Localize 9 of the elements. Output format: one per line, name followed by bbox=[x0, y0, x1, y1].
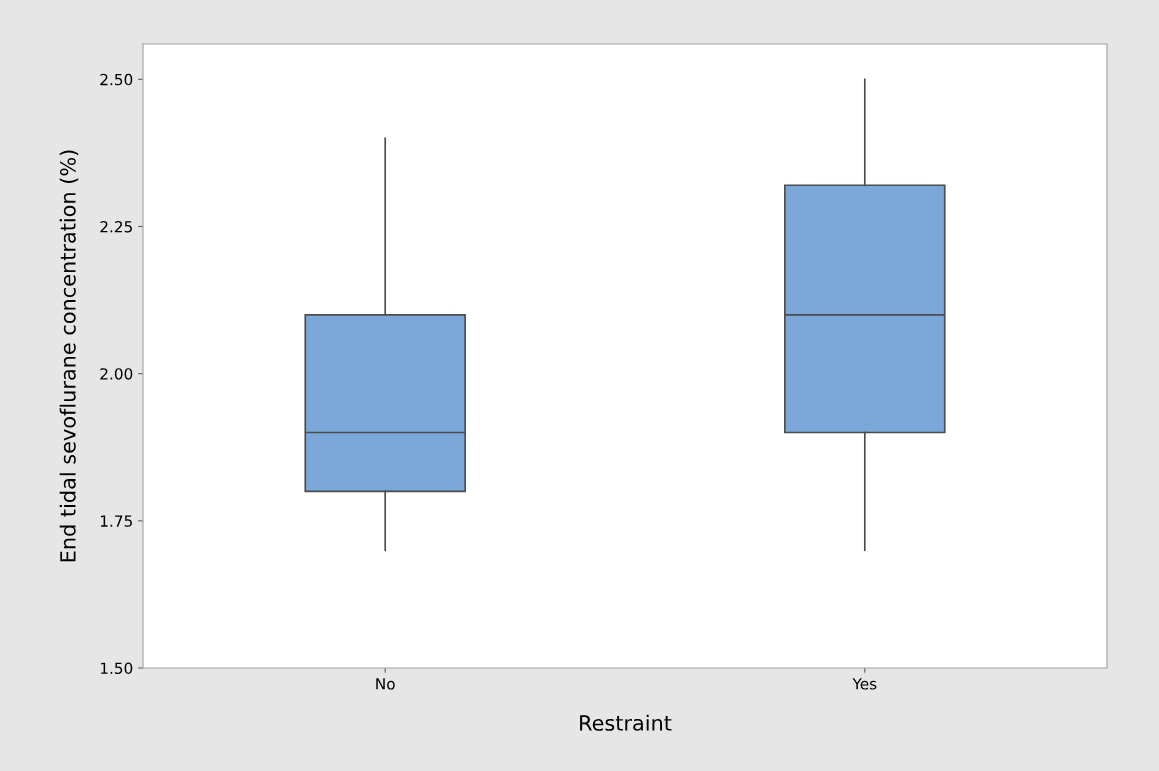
y-tick-label: 2.50 bbox=[100, 73, 133, 86]
x-axis-title: Restraint bbox=[580, 714, 672, 731]
x-tick-label: No bbox=[376, 678, 395, 690]
y-tick-label: 1.50 bbox=[100, 662, 133, 675]
y-tick-label: 2.25 bbox=[100, 220, 132, 233]
y-tick-label: 2.00 bbox=[100, 368, 133, 380]
x-tick-label: Yes bbox=[852, 678, 877, 690]
y-axis-title: End tidal sevoflurane concentration (%) bbox=[59, 150, 79, 562]
y-tick-label: 1.75 bbox=[100, 515, 132, 527]
